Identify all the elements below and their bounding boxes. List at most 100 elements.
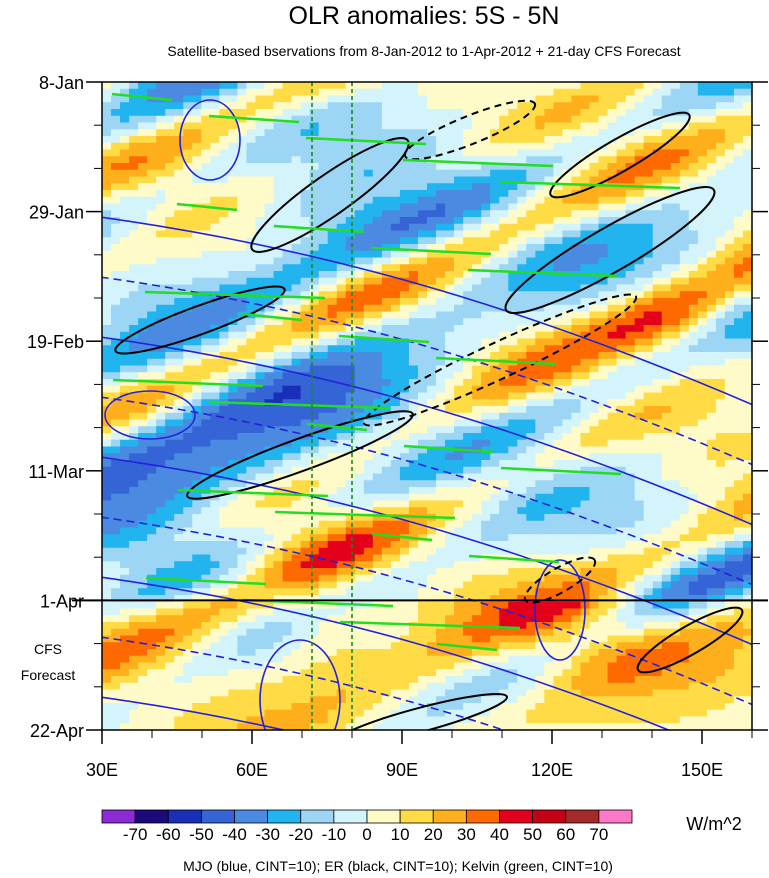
field-cell [246, 95, 257, 103]
field-cell [454, 527, 464, 535]
field-cell [724, 318, 735, 326]
field-cell [300, 460, 311, 468]
field-cell [390, 399, 401, 407]
field-cell [246, 352, 257, 360]
field-cell [472, 419, 482, 427]
field-cell [724, 190, 735, 198]
field-cell [562, 156, 573, 164]
field-cell [246, 487, 257, 495]
field-cell [363, 460, 374, 468]
field-cell [237, 466, 248, 475]
field-cell [318, 338, 329, 346]
field-cell [436, 500, 446, 508]
field-cell [517, 379, 527, 387]
field-cell [544, 298, 554, 306]
field-cell [183, 237, 193, 245]
field-cell [363, 169, 374, 178]
field-cell [724, 88, 735, 97]
field-cell [661, 176, 672, 184]
field-cell [210, 534, 220, 542]
field-cell [336, 514, 347, 522]
field-cell [273, 473, 284, 481]
field-cell [715, 149, 726, 157]
field-cell [291, 358, 302, 367]
field-cell [544, 183, 554, 191]
field-cell [742, 534, 752, 542]
field-cell [111, 190, 121, 198]
field-cell [309, 196, 320, 205]
field-cell [345, 473, 356, 481]
field-cell [228, 311, 239, 319]
field-cell [517, 264, 527, 272]
field-cell [454, 291, 464, 299]
field-cell [733, 473, 744, 481]
field-cell [427, 534, 437, 542]
field-cell [652, 250, 663, 259]
field-cell [724, 385, 735, 394]
field-cell [679, 412, 690, 421]
field-cell [399, 514, 410, 522]
field-cell [138, 210, 148, 218]
field-cell [372, 352, 383, 360]
field-cell [688, 217, 699, 225]
field-cell [463, 88, 473, 97]
field-cell [634, 534, 645, 542]
field-cell [724, 399, 735, 407]
field-cell [706, 453, 717, 461]
field-cell [670, 507, 681, 515]
field-cell [463, 338, 473, 346]
field-cell [427, 291, 437, 299]
field-cell [598, 129, 609, 137]
field-cell [120, 318, 130, 326]
field-cell [427, 237, 437, 245]
field-cell [345, 507, 356, 515]
field-cell [634, 446, 645, 454]
field-cell [111, 102, 121, 110]
field-cell [742, 271, 752, 279]
field-cell [733, 419, 744, 427]
field-cell [472, 426, 482, 434]
field-cell [291, 217, 302, 225]
field-cell [553, 196, 564, 205]
field-cell [616, 237, 627, 245]
field-cell [661, 88, 672, 97]
field-cell [598, 385, 609, 394]
field-cell [517, 284, 527, 292]
field-cell [544, 514, 554, 522]
field-cell [535, 203, 545, 211]
field-cell [643, 500, 654, 508]
field-cell [201, 304, 211, 313]
field-cell [553, 365, 564, 373]
field-cell [228, 196, 239, 205]
field-cell [697, 473, 708, 481]
field-cell [219, 257, 229, 265]
field-cell [634, 318, 645, 326]
field-cell [246, 203, 257, 211]
field-cell [508, 534, 518, 542]
field-cell [138, 419, 148, 427]
field-cell [742, 244, 752, 252]
field-cell [508, 372, 518, 380]
field-cell [264, 439, 275, 448]
field-cell [562, 250, 573, 259]
field-cell [661, 446, 672, 454]
field-cell [724, 325, 735, 333]
field-cell [571, 257, 582, 265]
field-cell [598, 406, 609, 414]
field-cell [354, 82, 365, 90]
field-cell [210, 304, 220, 313]
field-cell [688, 331, 699, 340]
field-cell [183, 419, 193, 427]
field-cell [219, 345, 229, 353]
field-cell [562, 379, 573, 387]
field-cell [652, 439, 663, 448]
field-cell [192, 217, 202, 225]
field-cell [724, 115, 735, 124]
field-cell [463, 122, 473, 130]
field-cell [390, 88, 401, 97]
field-cell [327, 203, 338, 211]
field-cell [652, 338, 663, 346]
field-cell [625, 149, 636, 157]
field-cell [706, 217, 717, 225]
field-cell [129, 372, 139, 380]
